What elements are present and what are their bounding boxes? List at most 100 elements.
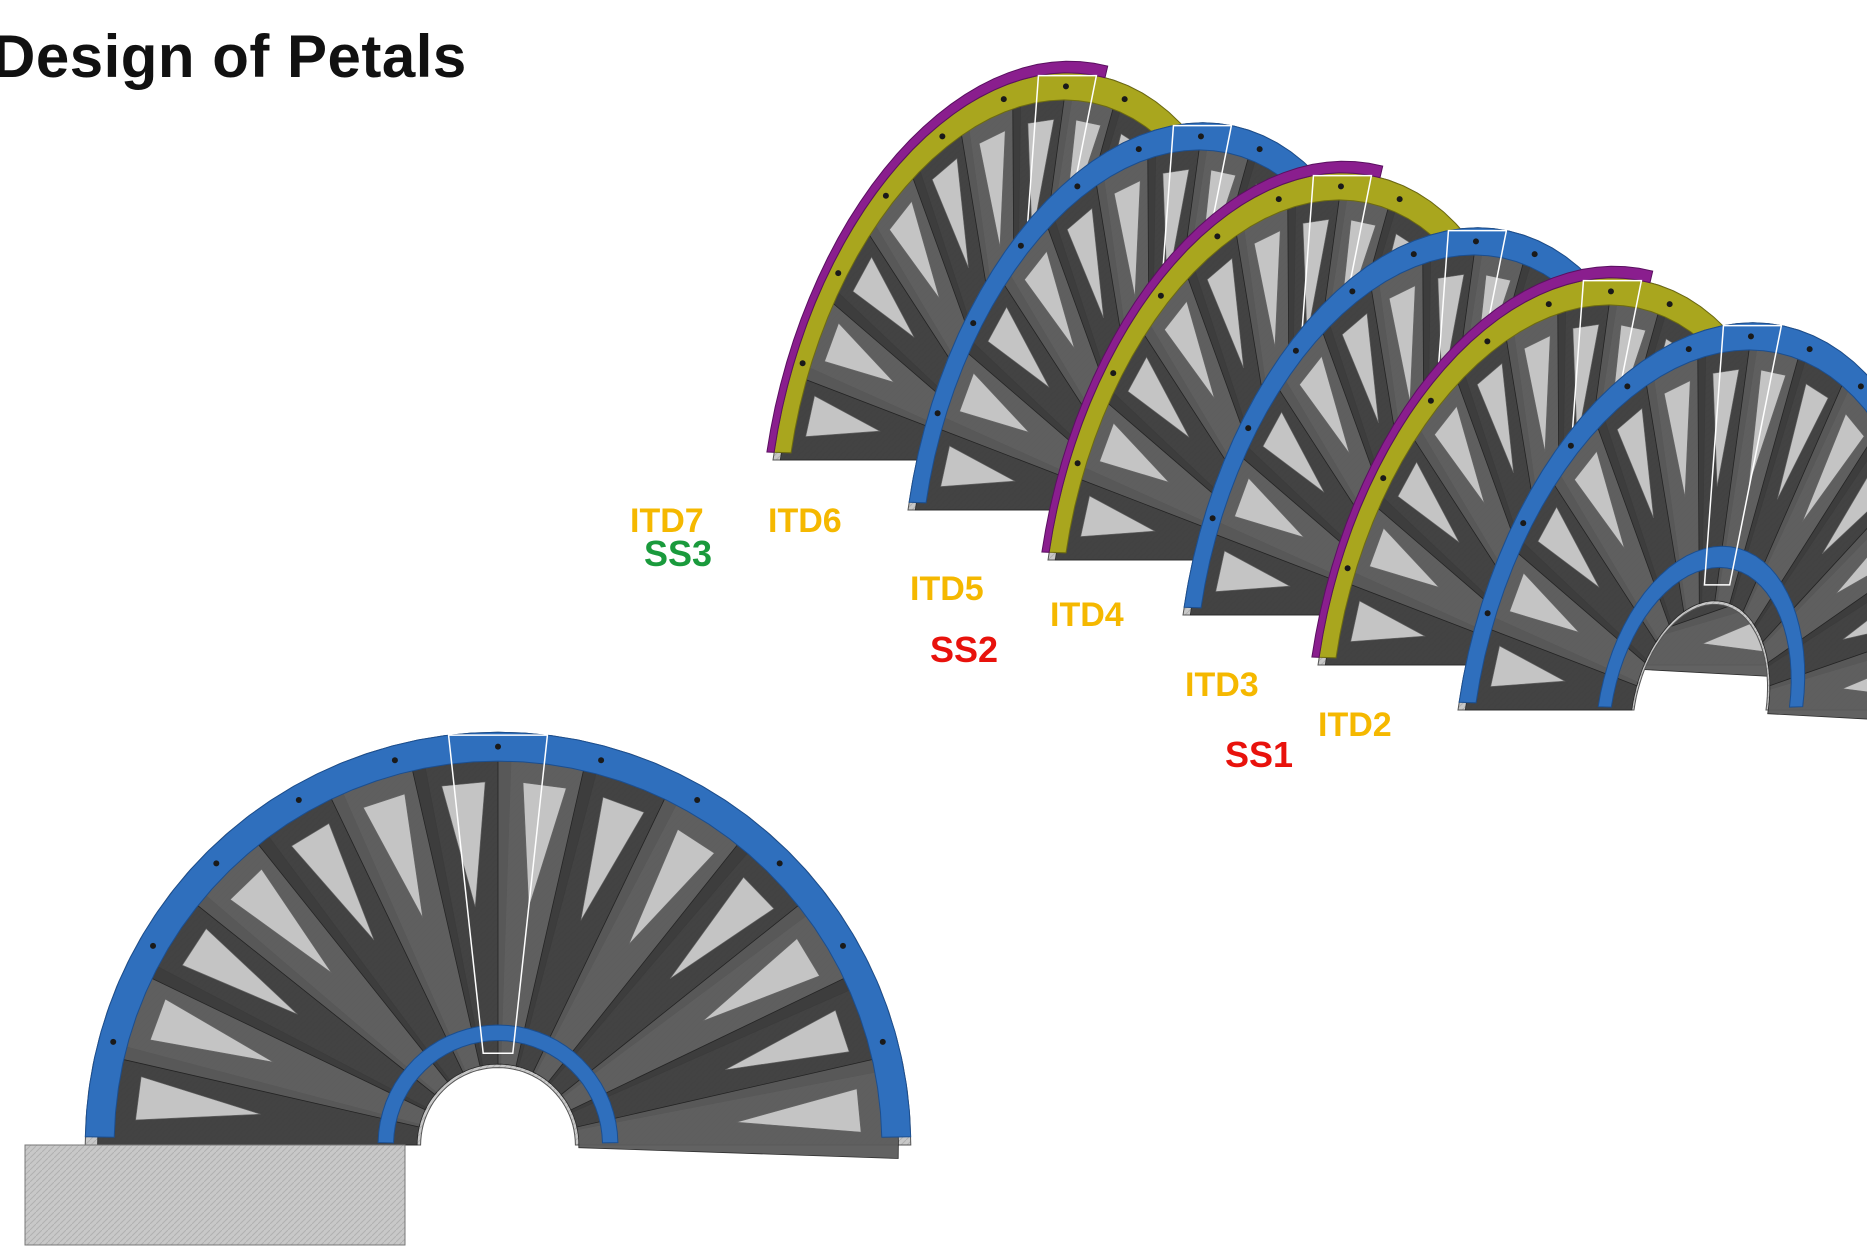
label-ss3: SS3 bbox=[644, 533, 712, 574]
ring-bolt bbox=[1472, 238, 1479, 245]
ring-bolt bbox=[391, 757, 398, 764]
petal-cutout bbox=[1802, 413, 1865, 523]
outer-ring-magenta bbox=[1041, 160, 1384, 553]
label-itd6: ITD6 bbox=[768, 502, 842, 540]
ring-bolt bbox=[1857, 383, 1864, 390]
ring-bolt bbox=[1520, 520, 1527, 527]
ring-bolt bbox=[1410, 251, 1417, 258]
ring-bolt bbox=[776, 860, 783, 867]
ring-bolt bbox=[1607, 288, 1614, 295]
ring-bolt bbox=[939, 133, 946, 140]
petal-cutout bbox=[1027, 119, 1055, 237]
petal-cutout bbox=[987, 306, 1050, 388]
ring-bolt bbox=[150, 942, 157, 949]
ring-bolt bbox=[1275, 196, 1282, 203]
petal-cutout bbox=[1572, 324, 1600, 442]
petal-cutout bbox=[1024, 250, 1075, 349]
ring-bolt bbox=[934, 410, 941, 417]
ring-bolt bbox=[882, 192, 889, 199]
ring-bolt bbox=[1531, 251, 1538, 258]
label-itd4: ITD4 bbox=[1050, 596, 1124, 634]
ring-bolt bbox=[1157, 292, 1164, 299]
ring-bolt bbox=[970, 320, 977, 327]
ring-bolt bbox=[1135, 146, 1142, 153]
ring-bolt bbox=[799, 360, 806, 367]
ring-bolt bbox=[879, 1038, 886, 1045]
petal-cutout bbox=[291, 823, 375, 941]
petal-cutout bbox=[1350, 600, 1426, 642]
ring-bolt bbox=[1017, 242, 1024, 249]
label-ss2: SS2 bbox=[930, 629, 998, 670]
outer-ring-magenta bbox=[766, 60, 1109, 453]
petal-cutout bbox=[1777, 383, 1829, 500]
ring-bolt bbox=[1747, 333, 1754, 340]
petal-cutout bbox=[1215, 550, 1291, 592]
petal-cutout bbox=[725, 1009, 850, 1071]
petal-cutout bbox=[1066, 207, 1104, 318]
petal-cutout bbox=[1712, 369, 1740, 487]
ring-bolt bbox=[1121, 96, 1128, 103]
petal-cutout bbox=[1234, 477, 1305, 538]
petal-cutout bbox=[580, 796, 645, 921]
ring-bolt bbox=[1292, 347, 1299, 354]
petal-cutout bbox=[1523, 335, 1551, 452]
petal-cutout bbox=[931, 157, 969, 268]
petal-cutout bbox=[1616, 407, 1654, 518]
petal-cutout bbox=[1080, 495, 1156, 537]
ring-bolt bbox=[1074, 460, 1081, 467]
label-itd7: ITD7 bbox=[630, 502, 704, 540]
petal-cutout bbox=[628, 828, 715, 945]
ring-bolt bbox=[495, 743, 501, 750]
petal-cutout bbox=[978, 130, 1006, 247]
petal-cutout bbox=[1748, 369, 1787, 488]
ring-bolt bbox=[1806, 346, 1813, 353]
ring-bolt bbox=[1209, 515, 1216, 522]
petal-cutout bbox=[805, 395, 881, 437]
petal-cutout bbox=[669, 876, 775, 979]
label-itd3: ITD3 bbox=[1185, 666, 1259, 704]
petal-cutout bbox=[1397, 461, 1460, 543]
petal-cutout bbox=[702, 938, 820, 1022]
ring-bolt bbox=[1666, 301, 1673, 308]
petal-cutout bbox=[1253, 230, 1281, 347]
petal-cutout bbox=[1388, 285, 1416, 402]
disk-front-view bbox=[84, 731, 912, 1159]
petal-cutout bbox=[1476, 362, 1514, 473]
petal-cutout bbox=[1164, 300, 1215, 399]
ring-bolt bbox=[1685, 346, 1692, 353]
petal-cutout bbox=[1509, 572, 1580, 633]
petal-cutout bbox=[1537, 506, 1600, 588]
petal-cutout bbox=[1341, 312, 1379, 423]
ring-bolt bbox=[694, 797, 701, 804]
petal-cutout bbox=[522, 782, 567, 908]
readout-outline bbox=[447, 734, 549, 1055]
ring-bolt bbox=[1256, 146, 1263, 153]
petal-cutout bbox=[1299, 355, 1350, 454]
petal-cutout bbox=[852, 256, 915, 338]
petal-cutout bbox=[1434, 405, 1485, 504]
inner-ring-blue bbox=[1597, 545, 1806, 708]
ring-bolt bbox=[1349, 288, 1356, 295]
petal-cutout bbox=[1490, 645, 1566, 687]
ring-bolt bbox=[1545, 301, 1552, 308]
petal-cutout bbox=[1369, 527, 1440, 588]
petal-cutout bbox=[940, 445, 1016, 487]
petal-cutout bbox=[181, 928, 298, 1015]
readout-outline bbox=[1703, 324, 1783, 586]
petal-cutout bbox=[135, 1076, 261, 1121]
ring-bolt bbox=[1624, 383, 1631, 390]
label-itd2: ITD2 bbox=[1318, 706, 1392, 744]
page-title: Design of Petals bbox=[0, 23, 467, 90]
petal-cutout bbox=[736, 1088, 862, 1133]
isometric-disk-stack bbox=[766, 60, 1867, 720]
petal-cutout bbox=[1099, 422, 1170, 483]
petal-cutout bbox=[229, 868, 332, 974]
label-itd5: ITD5 bbox=[910, 570, 984, 608]
ring-bolt bbox=[1396, 196, 1403, 203]
ring-bolt bbox=[1062, 83, 1069, 90]
petal-cutout bbox=[824, 322, 895, 383]
ring-bolt bbox=[1245, 425, 1252, 432]
petal-cutout bbox=[441, 781, 486, 907]
petal-cutout bbox=[1841, 678, 1867, 693]
petal-cutout bbox=[1835, 556, 1867, 594]
